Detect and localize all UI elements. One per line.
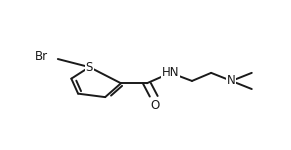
Text: S: S	[86, 61, 93, 74]
Text: Br: Br	[35, 50, 48, 63]
Text: N: N	[227, 74, 236, 87]
Text: O: O	[150, 99, 159, 112]
Text: HN: HN	[162, 66, 179, 79]
